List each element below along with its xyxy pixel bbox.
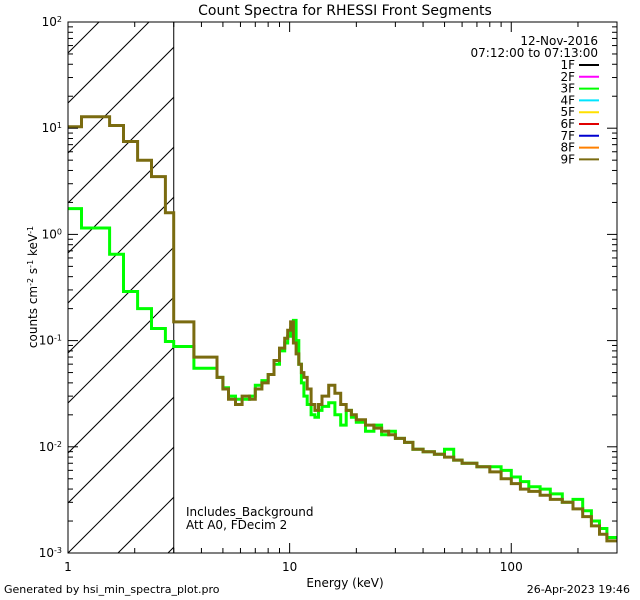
legend-label-9F: 9F xyxy=(560,152,575,166)
footer-generated-by: Generated by hsi_min_spectra_plot.pro xyxy=(4,583,220,596)
hatch-line xyxy=(68,196,174,304)
hatch-line xyxy=(68,396,174,504)
hatch-line xyxy=(68,246,174,354)
hatch-line xyxy=(568,22,640,553)
hatch-line xyxy=(68,46,174,154)
plot-frame xyxy=(67,21,618,554)
hatch-line xyxy=(218,22,640,553)
legend-label-4F: 4F xyxy=(560,93,575,107)
x-axis-label: Energy (keV) xyxy=(306,576,383,590)
hatch-line xyxy=(618,22,640,553)
y-tick-label: 10-1 xyxy=(39,333,62,348)
legend-label-1F: 1F xyxy=(560,58,575,72)
ylabel-exp2: -1 xyxy=(26,260,35,268)
chart-title: Count Spectra for RHESSI Front Segments xyxy=(198,3,492,19)
ylabel-prefix: counts cm xyxy=(26,286,40,348)
hatch-line xyxy=(68,346,174,454)
ylabel-exp3: -1 xyxy=(26,226,35,234)
legend-label-3F: 3F xyxy=(560,82,575,96)
series-line-3F xyxy=(68,207,617,539)
y-tick-label: 100 xyxy=(42,227,62,242)
legend-label-6F: 6F xyxy=(560,117,575,131)
x-tick-label: 1 xyxy=(64,560,72,574)
hatch-line xyxy=(68,146,174,254)
hatch-clip xyxy=(0,22,640,553)
hatch-line xyxy=(0,22,49,553)
hatch-line xyxy=(68,22,150,104)
hatched-region xyxy=(0,22,640,553)
ylabel-mid: s xyxy=(26,268,40,278)
legend-label-8F: 8F xyxy=(560,141,575,155)
y-tick-label: 101 xyxy=(42,121,62,136)
legend-label-5F: 5F xyxy=(560,105,575,119)
y-tick-label: 10-2 xyxy=(39,439,62,454)
hatch-line xyxy=(318,22,640,553)
hatch-line xyxy=(368,22,640,553)
ylabel-mid2: keV xyxy=(26,233,40,260)
footer-timestamp: 26-Apr-2023 19:46 xyxy=(526,583,630,596)
x-tick-label: 100 xyxy=(500,560,523,574)
hatch-line xyxy=(268,22,640,553)
y-tick-label: 102 xyxy=(42,15,62,30)
note-background: Includes_Background xyxy=(186,505,314,519)
series-group xyxy=(68,115,617,543)
ylabel-exp1: -2 xyxy=(26,278,35,286)
axis-ticks: 1 10 100 10-3 10-2 10-1 100 101 102 xyxy=(39,15,618,574)
hatch-line xyxy=(518,22,640,553)
hatch-line xyxy=(68,96,174,204)
chart-time-range: 07:12:00 to 07:13:00 xyxy=(471,46,598,60)
hatch-line xyxy=(68,446,174,553)
chart-date: 12-Nov-2016 xyxy=(520,34,598,48)
hatch-line xyxy=(418,22,640,553)
hatch-line xyxy=(68,296,174,404)
series-line-9F xyxy=(68,115,617,543)
legend-label-2F: 2F xyxy=(560,70,575,84)
y-tick-label: 10-3 xyxy=(39,546,62,561)
y-axis-label: counts cm-2 s-1 keV-1 xyxy=(26,226,41,348)
note-attenuator: Att A0, FDecim 2 xyxy=(186,518,287,532)
legend-label-7F: 7F xyxy=(560,129,575,143)
x-tick-label: 10 xyxy=(282,560,297,574)
